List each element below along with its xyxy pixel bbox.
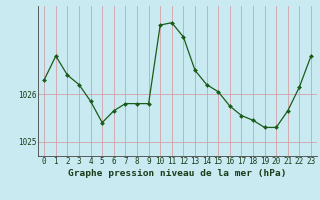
X-axis label: Graphe pression niveau de la mer (hPa): Graphe pression niveau de la mer (hPa) [68, 169, 287, 178]
